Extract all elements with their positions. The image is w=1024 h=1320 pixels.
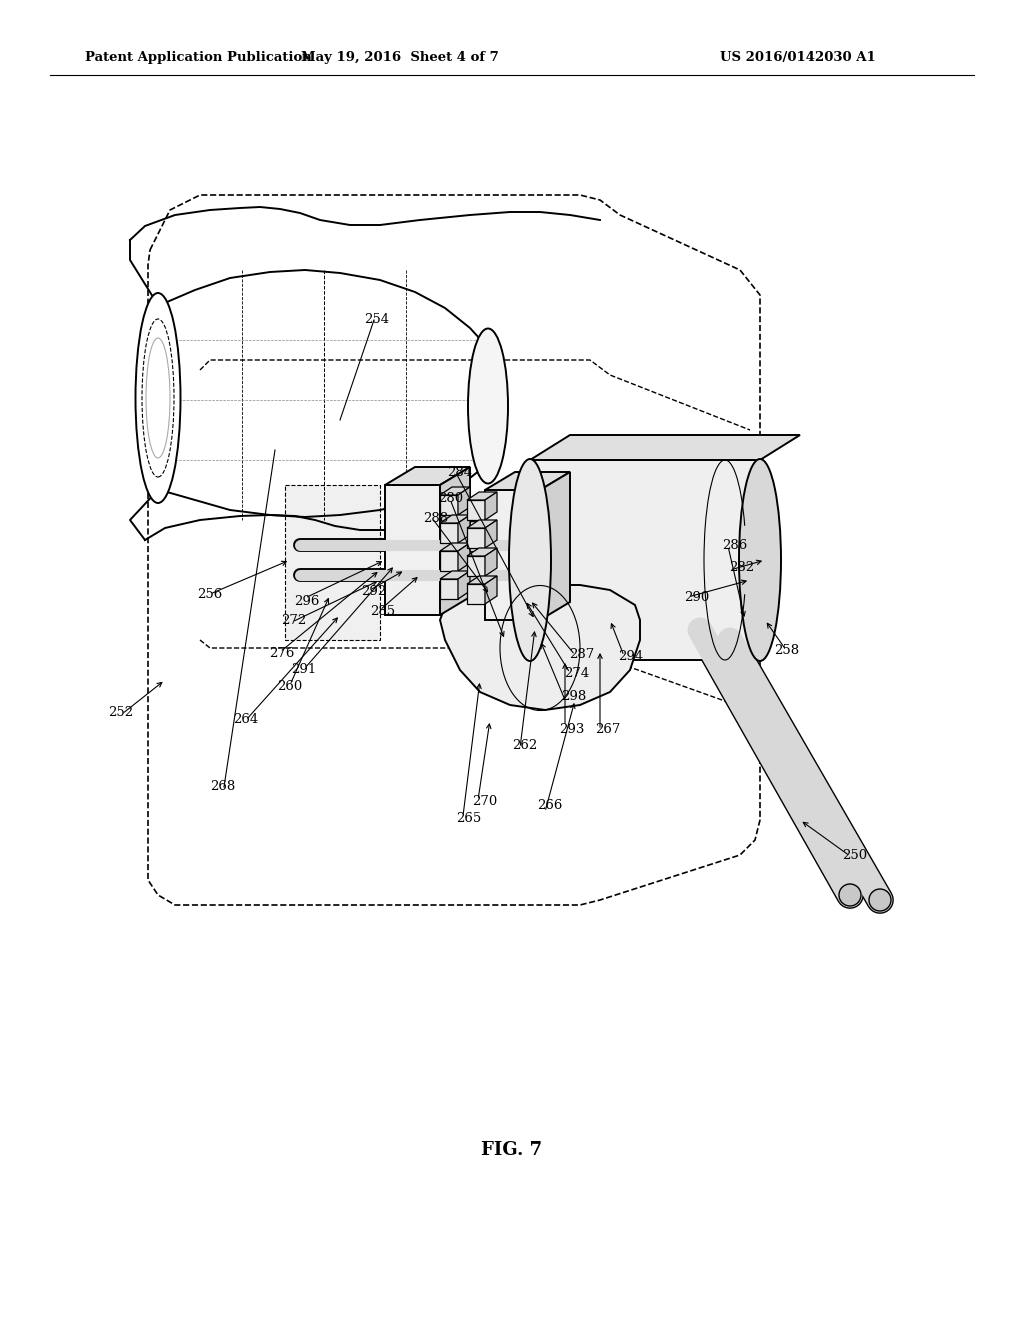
Text: 262: 262	[512, 739, 537, 752]
Polygon shape	[485, 492, 497, 520]
Text: Patent Application Publication: Patent Application Publication	[85, 51, 311, 65]
Ellipse shape	[739, 459, 781, 661]
Polygon shape	[540, 473, 570, 620]
Text: 250: 250	[843, 849, 867, 862]
Text: 290: 290	[684, 591, 709, 605]
Ellipse shape	[869, 888, 891, 911]
Polygon shape	[385, 467, 470, 484]
Polygon shape	[440, 515, 470, 523]
Text: 287: 287	[569, 648, 594, 661]
Text: 286: 286	[723, 539, 748, 552]
Polygon shape	[467, 520, 497, 528]
Polygon shape	[530, 436, 800, 459]
Text: 282: 282	[729, 561, 754, 574]
Polygon shape	[485, 520, 497, 548]
Polygon shape	[440, 585, 640, 710]
Text: 267: 267	[596, 723, 621, 737]
Polygon shape	[458, 487, 470, 515]
Polygon shape	[285, 484, 380, 640]
Polygon shape	[440, 467, 470, 615]
Polygon shape	[530, 459, 760, 660]
Polygon shape	[467, 548, 497, 556]
Ellipse shape	[468, 329, 508, 483]
Polygon shape	[467, 556, 485, 576]
Text: 268: 268	[211, 780, 236, 793]
Polygon shape	[485, 548, 497, 576]
Polygon shape	[440, 543, 470, 550]
Ellipse shape	[509, 459, 551, 661]
Text: 284: 284	[447, 466, 472, 479]
Text: 280: 280	[438, 492, 463, 506]
Text: 260: 260	[278, 680, 302, 693]
Text: 296: 296	[295, 595, 319, 609]
Polygon shape	[458, 572, 470, 599]
Ellipse shape	[135, 293, 180, 503]
Text: 276: 276	[269, 647, 294, 660]
Polygon shape	[467, 528, 485, 548]
Text: 252: 252	[109, 706, 133, 719]
Polygon shape	[385, 484, 440, 615]
Text: 298: 298	[561, 690, 586, 704]
Polygon shape	[458, 543, 470, 572]
Polygon shape	[458, 515, 470, 543]
Text: 266: 266	[538, 799, 562, 812]
Polygon shape	[467, 492, 497, 500]
Text: May 19, 2016  Sheet 4 of 7: May 19, 2016 Sheet 4 of 7	[301, 51, 499, 65]
Polygon shape	[440, 572, 470, 579]
Text: 258: 258	[774, 644, 799, 657]
Text: 265: 265	[457, 812, 481, 825]
Text: 294: 294	[618, 649, 643, 663]
Text: 256: 256	[198, 587, 222, 601]
Text: 288: 288	[423, 512, 447, 525]
Text: 293: 293	[559, 723, 584, 737]
Polygon shape	[485, 490, 540, 620]
Polygon shape	[440, 550, 458, 572]
Polygon shape	[440, 487, 470, 495]
Text: 274: 274	[564, 667, 589, 680]
Text: US 2016/0142030 A1: US 2016/0142030 A1	[720, 51, 876, 65]
Text: 264: 264	[233, 713, 258, 726]
Polygon shape	[467, 576, 497, 583]
Text: 292: 292	[361, 585, 386, 598]
Polygon shape	[440, 523, 458, 543]
Polygon shape	[467, 583, 485, 605]
Text: FIG. 7: FIG. 7	[481, 1140, 543, 1159]
Ellipse shape	[839, 884, 861, 906]
Polygon shape	[485, 576, 497, 605]
Text: 254: 254	[365, 313, 389, 326]
Polygon shape	[485, 473, 570, 490]
Text: 285: 285	[371, 605, 395, 618]
Text: 270: 270	[472, 795, 497, 808]
Polygon shape	[440, 495, 458, 515]
Text: 272: 272	[282, 614, 306, 627]
Polygon shape	[467, 500, 485, 520]
Polygon shape	[440, 579, 458, 599]
Text: 291: 291	[292, 663, 316, 676]
